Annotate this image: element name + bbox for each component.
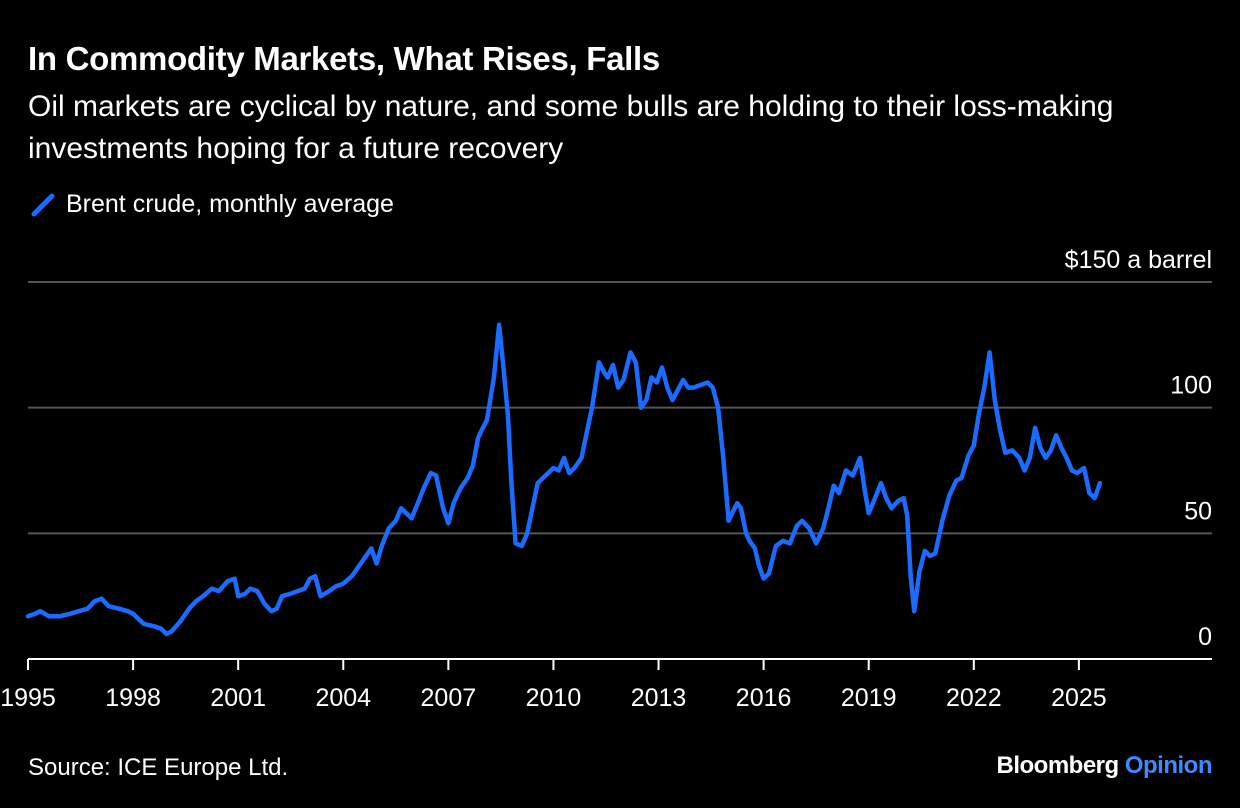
y-tick-label-150: $150 a barrel (1065, 246, 1212, 274)
chart-subtitle: Oil markets are cyclical by nature, and … (28, 90, 1114, 165)
logo-section: Opinion (1124, 752, 1213, 779)
y-tick-label-0: 0 (1198, 623, 1212, 651)
x-tick-label-2001: 2001 (210, 684, 266, 712)
chart-title: In Commodity Markets, What Rises, Falls (28, 40, 660, 77)
x-tick-label-2010: 2010 (526, 684, 582, 712)
y-tick-label-100: 100 (1170, 372, 1212, 400)
series-line-brent-crude (25, 322, 1103, 637)
legend-line-icon (31, 193, 55, 216)
y-tick-label-50: 50 (1184, 497, 1212, 525)
source-note: Source: ICE Europe Ltd. (28, 754, 289, 781)
x-tick-label-2025: 2025 (1051, 684, 1107, 712)
x-tick-label-2019: 2019 (841, 684, 897, 712)
bloomberg-opinion-logo: Bloomberg Opinion (997, 752, 1213, 780)
x-tick-label-2013: 2013 (631, 684, 687, 712)
x-tick-label-2022: 2022 (946, 684, 1002, 712)
logo-brand: Bloomberg (996, 752, 1120, 779)
x-tick-label-2004: 2004 (315, 684, 371, 712)
x-tick-label-1998: 1998 (105, 684, 161, 712)
x-tick-label-1995: 1995 (0, 684, 56, 712)
x-tick-label-2016: 2016 (736, 684, 792, 712)
legend-label: Brent crude, monthly average (66, 190, 394, 218)
x-tick-label-2007: 2007 (421, 684, 477, 712)
legend: Brent crude, monthly average (30, 190, 394, 219)
